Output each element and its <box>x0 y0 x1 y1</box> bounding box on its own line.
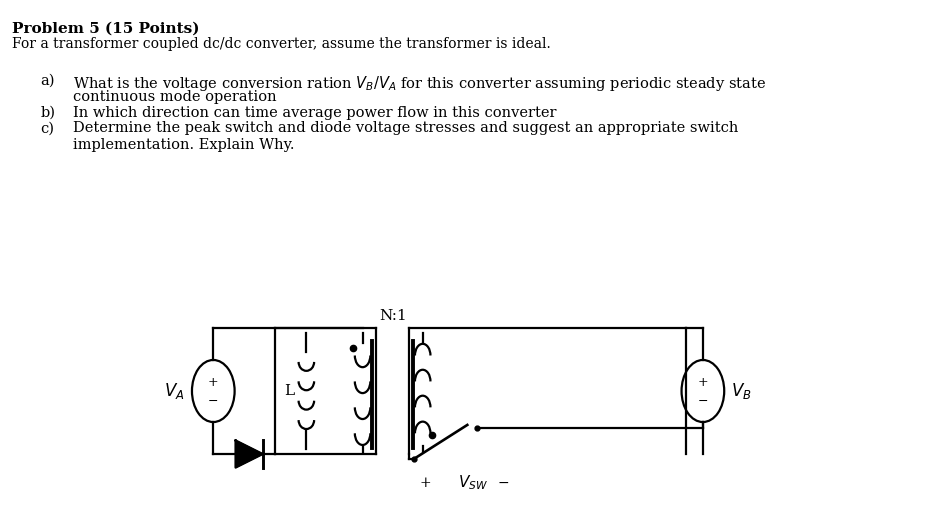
Text: b): b) <box>41 106 56 120</box>
Text: +: + <box>208 376 219 389</box>
Text: N:1: N:1 <box>379 309 407 323</box>
Text: −: − <box>209 395 219 408</box>
Text: $V_B$: $V_B$ <box>731 381 752 401</box>
Text: implementation. Explain Why.: implementation. Explain Why. <box>73 138 295 152</box>
Text: L: L <box>284 384 294 398</box>
Text: −: − <box>698 395 708 408</box>
Text: What is the voltage conversion ration $V_B/V_A$ for this converter assuming peri: What is the voltage conversion ration $V… <box>73 74 766 93</box>
Text: c): c) <box>41 121 55 136</box>
Text: −: − <box>497 476 509 490</box>
Text: +: + <box>698 376 708 389</box>
Text: $V_A$: $V_A$ <box>165 381 185 401</box>
Text: Determine the peak switch and diode voltage stresses and suggest an appropriate : Determine the peak switch and diode volt… <box>73 121 738 136</box>
Text: continuous mode operation: continuous mode operation <box>73 90 277 105</box>
Text: +: + <box>420 476 431 490</box>
Text: For a transformer coupled dc/dc converter, assume the transformer is ideal.: For a transformer coupled dc/dc converte… <box>11 37 551 51</box>
Text: Problem 5 (15 Points): Problem 5 (15 Points) <box>11 22 199 35</box>
Text: a): a) <box>41 74 55 88</box>
Polygon shape <box>236 440 263 468</box>
Text: $V_{SW}$: $V_{SW}$ <box>457 474 488 493</box>
Text: In which direction can time average power flow in this converter: In which direction can time average powe… <box>73 106 556 120</box>
